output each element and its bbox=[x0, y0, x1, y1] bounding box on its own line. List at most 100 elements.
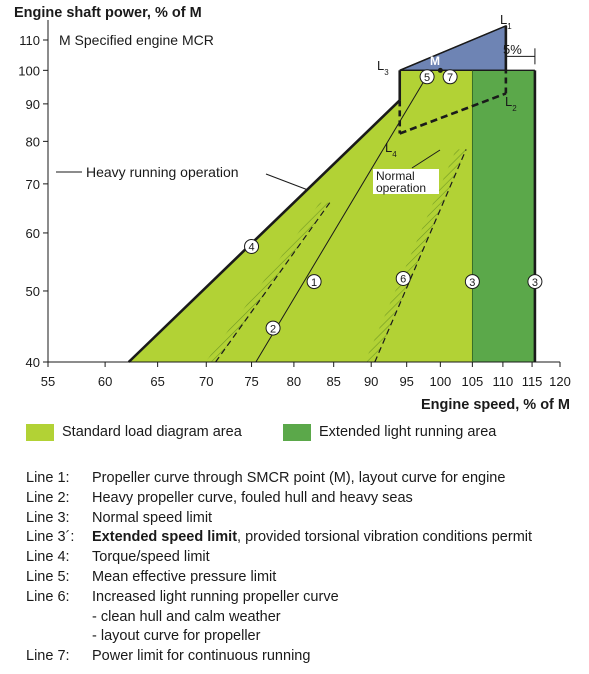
heavy-running-hatch-band bbox=[205, 202, 330, 362]
x-tick-label: 85 bbox=[326, 374, 340, 389]
line-marker-circle bbox=[527, 274, 543, 290]
legend-swatch-standard bbox=[26, 424, 54, 441]
y-tick-label: 100 bbox=[18, 63, 40, 78]
line-text: - clean hull and calm weather bbox=[92, 608, 281, 625]
x-tick-label: 100 bbox=[429, 374, 451, 389]
line-text: Power limit for continuous running bbox=[92, 648, 311, 665]
line-id: Line 3: bbox=[26, 509, 70, 526]
x-tick-label: 65 bbox=[150, 374, 164, 389]
y-tick-label: 110 bbox=[19, 33, 40, 48]
line-id: Line 7: bbox=[26, 648, 70, 665]
line-text-rest: , provided torsional vibration condition… bbox=[237, 529, 533, 546]
normal-operation-box bbox=[373, 169, 439, 194]
annotation-heavy-running: Heavy running operation bbox=[86, 164, 239, 180]
line-text: Increased light running propeller curve bbox=[92, 588, 339, 605]
legend-label-extended: Extended light running area bbox=[319, 424, 497, 440]
label-l4-subscript: 4 bbox=[392, 150, 397, 159]
line-marker-circle bbox=[244, 238, 260, 254]
load-diagram-chart: 55 60 65 70 75 80 85 90 95 100 105 110 115 120 40 50 60 7… bbox=[14, 5, 571, 413]
line-marker-circle bbox=[395, 270, 411, 286]
line-marker-label: 4 bbox=[248, 242, 254, 254]
line-text: Heavy propeller curve, fouled hull and h… bbox=[92, 489, 413, 506]
line-definition: - layout curve for propeller bbox=[26, 628, 586, 648]
line-marker-circle bbox=[442, 69, 458, 85]
line-definition: Line 6: Increased light running propeller… bbox=[26, 589, 586, 609]
extended-light-running-area bbox=[472, 70, 535, 363]
line-id: Line 1: bbox=[26, 470, 70, 486]
line-text: - layout curve for propeller bbox=[92, 628, 261, 645]
x-tick-label: 70 bbox=[199, 374, 213, 389]
line-definition: Line 5: Mean effective pressure limit bbox=[26, 569, 586, 589]
x-tick-label: 90 bbox=[364, 374, 378, 389]
line-marker-circle bbox=[265, 320, 281, 336]
x-tick-label: 55 bbox=[41, 374, 55, 389]
annotation-five-percent: 5% bbox=[503, 42, 522, 57]
normal-operation-leader bbox=[411, 149, 441, 169]
label-l1-subscript: 1 bbox=[507, 22, 512, 31]
annotation-normal-line1: Normal bbox=[376, 169, 415, 183]
label-l3-subscript: 3 bbox=[384, 68, 389, 77]
y-tick-label: 90 bbox=[26, 97, 40, 112]
line-marker-label: 3 bbox=[532, 277, 538, 289]
normal-operation-bottom bbox=[399, 92, 507, 135]
legend-label-standard: Standard load diagram area bbox=[62, 424, 242, 440]
line-id: Line 4: bbox=[26, 549, 70, 566]
normal-operation-hatch-band bbox=[364, 149, 467, 362]
annotation-point-m: M bbox=[430, 54, 440, 68]
annotation-specified-mcr: M Specified engine MCR bbox=[59, 32, 214, 48]
line-definitions: Line 1: Propeller curve through SMCR poin… bbox=[26, 470, 586, 668]
y-axis-title: Engine shaft power, % of M bbox=[14, 5, 202, 21]
y-tick-label: 70 bbox=[26, 177, 40, 192]
line-definition: - clean hull and calm weather bbox=[26, 609, 586, 629]
line-4-torque-speed-limit bbox=[127, 99, 401, 363]
line-marker-label: 3 bbox=[469, 277, 475, 289]
x-tick-label: 120 bbox=[549, 374, 571, 389]
x-tick-label: 110 bbox=[493, 374, 514, 389]
line-marker-label: 6 bbox=[400, 274, 406, 286]
line-definition: Line 3: Normal speed limit bbox=[26, 510, 586, 530]
x-tick-label: 60 bbox=[98, 374, 112, 389]
line-text: Normal speed limit bbox=[92, 509, 213, 526]
line-marker-circle bbox=[419, 69, 435, 85]
y-tick-label: 60 bbox=[26, 226, 40, 241]
x-tick-label: 80 bbox=[287, 374, 301, 389]
line-id: Line 6: bbox=[26, 588, 70, 605]
line-text-bold: Extended speed limit bbox=[92, 529, 238, 546]
line-definition: Line 4: Torque/speed limit bbox=[26, 549, 586, 569]
line-1-propeller-curve bbox=[255, 70, 431, 363]
heavy-running-leader bbox=[265, 173, 309, 191]
line-definition: Line 7: Power limit for continuous runnin… bbox=[26, 648, 586, 668]
y-tick-label: 50 bbox=[26, 284, 40, 299]
label-l2-subscript: 2 bbox=[512, 104, 517, 113]
line-text: Mean effective pressure limit bbox=[92, 568, 277, 585]
x-axis-title: Engine speed, % of M bbox=[421, 397, 570, 413]
point-m-dot bbox=[437, 67, 443, 73]
x-tick-label: 105 bbox=[462, 374, 484, 389]
y-tick-label: 40 bbox=[26, 355, 40, 370]
line-definition: Line 2: Heavy propeller curve, fouled hul… bbox=[26, 490, 586, 510]
line-id: Line 5: bbox=[26, 568, 70, 585]
annotation-normal-line2: operation bbox=[376, 181, 426, 195]
line-text: Torque/speed limit bbox=[92, 549, 210, 566]
label-l3: L3 bbox=[377, 58, 389, 77]
standard-load-area bbox=[128, 70, 473, 363]
line-marker-circle bbox=[306, 274, 322, 290]
legend-swatch-extended bbox=[283, 424, 311, 441]
y-tick-label: 80 bbox=[26, 134, 40, 149]
line-definition: Line 1: Propeller curve through SMCR poin… bbox=[26, 470, 586, 490]
x-tick-label: 95 bbox=[399, 374, 413, 389]
line-marker-label: 1 bbox=[311, 277, 317, 289]
line-marker-label: 7 bbox=[447, 72, 453, 84]
line-text: Extended speed limit, provided torsional… bbox=[92, 529, 532, 545]
line-6-light-running-curve bbox=[374, 149, 467, 363]
x-tick-label: 75 bbox=[244, 374, 258, 389]
line-id: Line 3´: bbox=[26, 529, 75, 546]
line-marker-circle bbox=[464, 274, 480, 290]
x-tick-label: 115 bbox=[522, 374, 543, 389]
line-2-heavy-propeller-curve bbox=[215, 202, 331, 363]
line-5-mep-limit bbox=[399, 25, 507, 71]
line-definition: Line 3´: Extended speed limit, provided t… bbox=[26, 529, 586, 549]
line-id: Line 2: bbox=[26, 489, 70, 506]
line-text: Propeller curve through SMCR point (M), … bbox=[92, 470, 506, 486]
line-marker-label: 2 bbox=[270, 323, 276, 335]
